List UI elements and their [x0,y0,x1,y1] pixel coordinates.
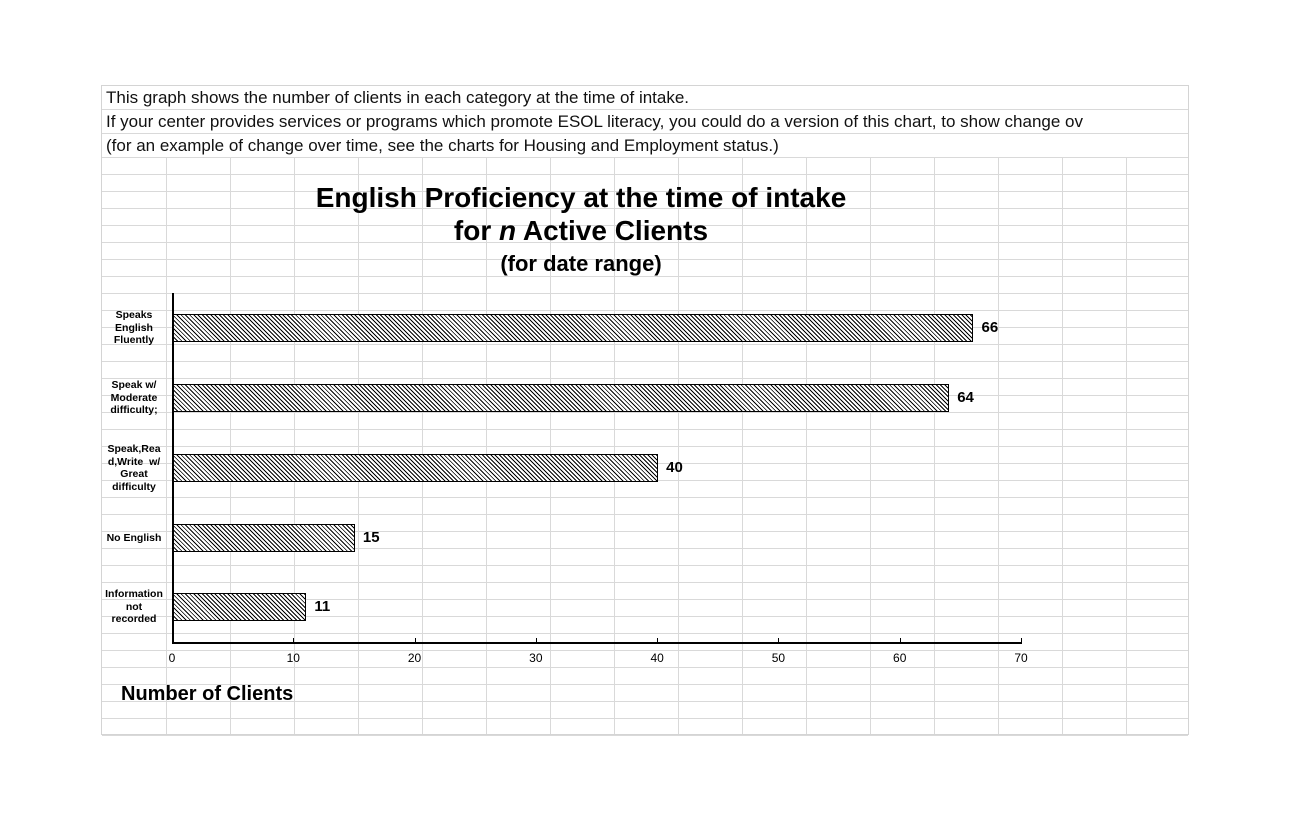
row-divider [102,225,1188,226]
row-divider [102,378,1188,379]
column-divider [806,158,807,734]
column-divider [550,158,551,734]
row-divider [102,293,1188,294]
row-divider [102,259,1188,260]
column-divider [486,158,487,734]
column-divider [166,158,167,734]
row-divider [102,109,1188,110]
row-divider [102,429,1188,430]
row-divider [102,310,1188,311]
row-divider [102,633,1188,634]
column-divider [422,158,423,734]
row-divider [102,718,1188,719]
row-divider [102,327,1188,328]
row-divider [102,514,1188,515]
column-divider [1062,158,1063,734]
column-divider [870,158,871,734]
row-divider [102,582,1188,583]
column-divider [614,158,615,734]
row-divider [102,650,1188,651]
row-divider [102,446,1188,447]
column-divider [294,158,295,734]
column-divider [934,158,935,734]
row-divider [102,157,1188,158]
row-divider [102,242,1188,243]
row-divider [102,395,1188,396]
note-line-1: This graph shows the number of clients i… [106,88,690,107]
spreadsheet-grid[interactable]: This graph shows the number of clients i… [101,85,1189,736]
column-divider [742,158,743,734]
row-divider [102,497,1188,498]
row-divider [102,548,1188,549]
column-divider [358,158,359,734]
row-divider [102,208,1188,209]
note-line-3: (for an example of change over time, see… [106,136,779,155]
row-divider [102,684,1188,685]
row-divider [102,174,1188,175]
row-divider [102,412,1188,413]
row-divider [102,344,1188,345]
row-divider [102,480,1188,481]
note-line-2: If your center provides services or prog… [106,112,1084,131]
row-divider [102,667,1188,668]
column-divider [230,158,231,734]
column-divider [998,158,999,734]
row-divider [102,191,1188,192]
column-divider [678,158,679,734]
row-divider [102,531,1188,532]
column-divider [1126,158,1127,734]
row-divider [102,361,1188,362]
row-divider [102,599,1188,600]
row-divider [102,565,1188,566]
row-divider [102,463,1188,464]
row-divider [102,701,1188,702]
row-divider [102,616,1188,617]
row-divider [102,276,1188,277]
row-divider [102,133,1188,134]
row-divider [102,735,1188,736]
